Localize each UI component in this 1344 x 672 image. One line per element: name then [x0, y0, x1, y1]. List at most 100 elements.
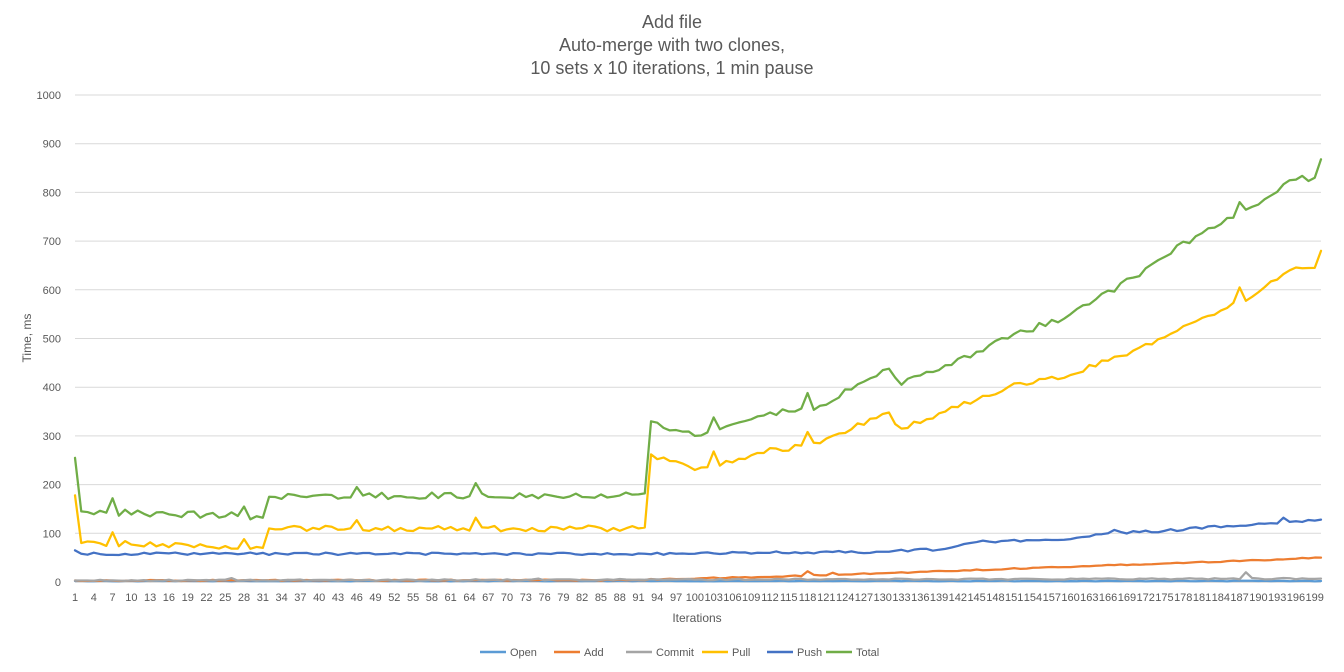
x-tick-88: 88 — [614, 592, 626, 604]
x-tick-172: 172 — [1137, 592, 1155, 604]
x-tick-118: 118 — [799, 592, 817, 604]
chart-subtitle-line-2: 10 sets x 10 iterations, 1 min pause — [530, 58, 813, 78]
x-tick-46: 46 — [351, 592, 363, 604]
x-tick-136: 136 — [911, 592, 929, 604]
legend: Open Add Commit Pull Push Total — [480, 647, 879, 659]
series-line-pull — [73, 249, 1323, 550]
x-tick-94: 94 — [651, 592, 663, 604]
x-tick-181: 181 — [1193, 592, 1211, 604]
x-tick-169: 169 — [1118, 592, 1136, 604]
y-tick-labels: 0 100 200 300 400 500 600 700 800 900 1000 — [37, 90, 61, 589]
x-tick-142: 142 — [949, 592, 967, 604]
series-line-add — [73, 556, 1323, 583]
x-tick-labels: 1 4 7 10 13 16 19 22 25 28 31 34 37 40 43 46 49 52 55 58 61 6… — [72, 592, 1324, 604]
x-tick-148: 148 — [986, 592, 1004, 604]
series-line-push — [73, 516, 1323, 557]
y-tick-1000: 1000 — [37, 90, 61, 102]
legend-label-push: Push — [797, 647, 822, 659]
x-tick-85: 85 — [595, 592, 607, 604]
x-tick-10: 10 — [125, 592, 137, 604]
x-tick-103: 103 — [704, 592, 722, 604]
x-tick-133: 133 — [892, 592, 910, 604]
chart-title: Add file — [642, 12, 702, 32]
x-tick-121: 121 — [817, 592, 835, 604]
x-tick-130: 130 — [874, 592, 892, 604]
x-tick-73: 73 — [520, 592, 532, 604]
x-tick-82: 82 — [576, 592, 588, 604]
x-tick-67: 67 — [482, 592, 494, 604]
x-tick-76: 76 — [538, 592, 550, 604]
y-tick-200: 200 — [43, 480, 61, 492]
legend-label-pull: Pull — [732, 647, 750, 659]
x-tick-193: 193 — [1268, 592, 1286, 604]
x-tick-43: 43 — [332, 592, 344, 604]
y-tick-600: 600 — [43, 285, 61, 297]
x-axis-label: Iterations — [672, 611, 721, 625]
chart-subtitle-line-1: Auto-merge with two clones, — [559, 35, 785, 55]
x-tick-70: 70 — [501, 592, 513, 604]
y-tick-800: 800 — [43, 187, 61, 199]
x-tick-166: 166 — [1099, 592, 1117, 604]
x-tick-187: 187 — [1230, 592, 1248, 604]
legend-label-total: Total — [856, 647, 879, 659]
x-tick-34: 34 — [275, 592, 287, 604]
y-tick-300: 300 — [43, 431, 61, 443]
y-tick-400: 400 — [43, 382, 61, 394]
x-tick-16: 16 — [163, 592, 175, 604]
x-tick-37: 37 — [294, 592, 306, 604]
x-tick-31: 31 — [257, 592, 269, 604]
x-tick-139: 139 — [930, 592, 948, 604]
x-tick-163: 163 — [1080, 592, 1098, 604]
y-tick-900: 900 — [43, 139, 61, 151]
x-tick-7: 7 — [110, 592, 116, 604]
x-tick-52: 52 — [388, 592, 400, 604]
x-tick-115: 115 — [780, 592, 798, 604]
legend-label-open: Open — [510, 647, 537, 659]
x-tick-13: 13 — [144, 592, 156, 604]
x-tick-28: 28 — [238, 592, 250, 604]
x-tick-127: 127 — [855, 592, 873, 604]
x-tick-151: 151 — [1005, 592, 1023, 604]
x-tick-160: 160 — [1061, 592, 1079, 604]
x-tick-157: 157 — [1043, 592, 1061, 604]
x-tick-64: 64 — [463, 592, 475, 604]
series-lines — [73, 158, 1323, 583]
y-tick-500: 500 — [43, 334, 61, 346]
x-tick-112: 112 — [761, 592, 779, 604]
x-tick-154: 154 — [1024, 592, 1042, 604]
legend-label-add: Add — [584, 647, 604, 659]
x-tick-184: 184 — [1212, 592, 1230, 604]
y-tick-100: 100 — [43, 528, 61, 540]
series-line-total — [73, 158, 1323, 521]
x-tick-190: 190 — [1249, 592, 1267, 604]
x-tick-4: 4 — [91, 592, 97, 604]
x-tick-79: 79 — [557, 592, 569, 604]
legend-label-commit: Commit — [656, 647, 694, 659]
x-tick-178: 178 — [1174, 592, 1192, 604]
series-line-commit — [73, 571, 1323, 583]
x-tick-19: 19 — [182, 592, 194, 604]
x-tick-58: 58 — [426, 592, 438, 604]
x-tick-49: 49 — [369, 592, 381, 604]
y-tick-0: 0 — [55, 577, 61, 589]
x-tick-25: 25 — [219, 592, 231, 604]
x-tick-97: 97 — [670, 592, 682, 604]
gridlines — [75, 94, 1321, 583]
x-tick-61: 61 — [445, 592, 457, 604]
x-tick-145: 145 — [967, 592, 985, 604]
x-tick-22: 22 — [200, 592, 212, 604]
y-axis-label: Time, ms — [20, 314, 34, 363]
x-tick-106: 106 — [723, 592, 741, 604]
x-tick-199: 199 — [1306, 592, 1324, 604]
x-tick-109: 109 — [742, 592, 760, 604]
x-tick-91: 91 — [632, 592, 644, 604]
x-tick-175: 175 — [1155, 592, 1173, 604]
x-tick-55: 55 — [407, 592, 419, 604]
x-tick-124: 124 — [836, 592, 854, 604]
x-tick-196: 196 — [1287, 592, 1305, 604]
x-tick-1: 1 — [72, 592, 78, 604]
x-tick-40: 40 — [313, 592, 325, 604]
x-tick-100: 100 — [686, 592, 704, 604]
y-tick-700: 700 — [43, 236, 61, 248]
